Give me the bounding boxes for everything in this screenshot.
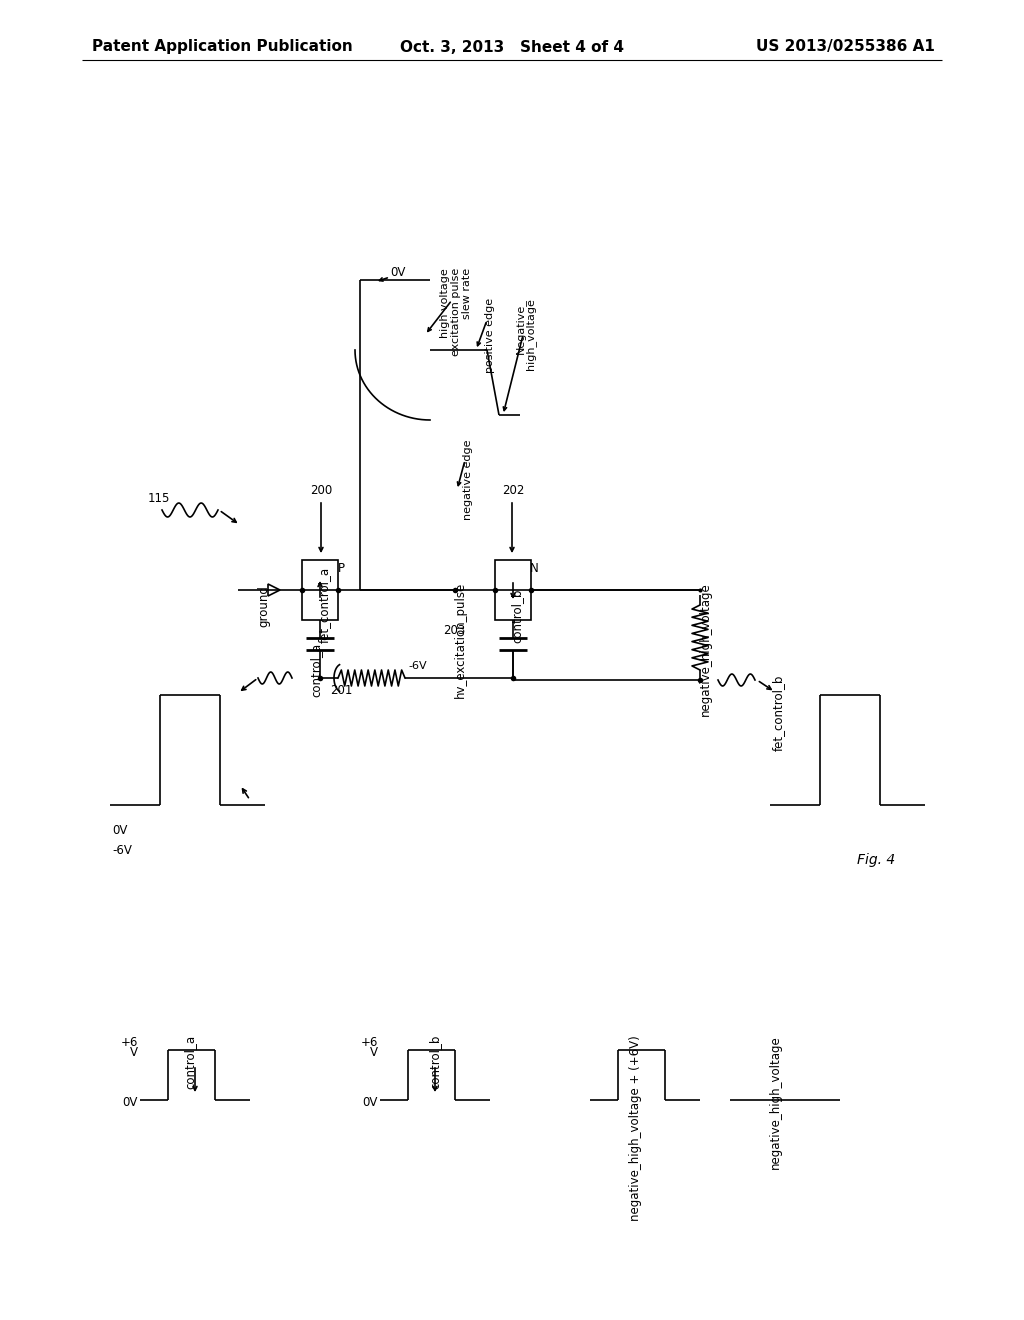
Text: control_b: control_b (428, 1035, 441, 1089)
Text: control_a: control_a (309, 643, 323, 697)
Text: V: V (370, 1047, 378, 1060)
Text: +6: +6 (360, 1035, 378, 1048)
Text: -6V: -6V (112, 843, 132, 857)
Text: negative_high_voltage + (+6V): negative_high_voltage + (+6V) (629, 1035, 641, 1221)
Text: V: V (130, 1047, 138, 1060)
Text: high_voltage: high_voltage (525, 298, 537, 370)
Text: 115: 115 (148, 491, 170, 504)
Text: positive edge: positive edge (485, 298, 495, 374)
Text: -6V: -6V (408, 661, 427, 671)
Text: 202: 202 (502, 483, 524, 496)
Text: control_a: control_a (183, 1035, 197, 1089)
Text: Fig. 4: Fig. 4 (857, 853, 895, 867)
Text: +6: +6 (121, 1035, 138, 1048)
Text: fet_control_a: fet_control_a (317, 566, 331, 643)
Bar (495, 560, 531, 620)
Text: high voltage: high voltage (440, 268, 450, 338)
Text: 0V: 0V (112, 824, 127, 837)
Text: negative_high_voltage: negative_high_voltage (768, 1035, 781, 1168)
Text: P: P (338, 561, 345, 574)
Text: 0V: 0V (123, 1096, 138, 1109)
Text: Patent Application Publication: Patent Application Publication (92, 40, 352, 54)
Text: 200: 200 (310, 483, 332, 496)
Text: slew rate: slew rate (462, 268, 472, 319)
Text: excitation pulse: excitation pulse (451, 268, 461, 356)
Text: negative edge: negative edge (463, 440, 473, 520)
Text: Negative_: Negative_ (514, 298, 525, 354)
Text: Oct. 3, 2013   Sheet 4 of 4: Oct. 3, 2013 Sheet 4 of 4 (400, 40, 624, 54)
Text: 201: 201 (330, 684, 352, 697)
Text: control_b: control_b (511, 589, 523, 643)
Text: 0V: 0V (390, 265, 406, 279)
Bar (302, 560, 338, 620)
Text: hv_excitation_pulse: hv_excitation_pulse (454, 582, 467, 698)
Text: US 2013/0255386 A1: US 2013/0255386 A1 (756, 40, 935, 54)
Text: 0V: 0V (362, 1096, 378, 1109)
Text: fet_control_b: fet_control_b (771, 675, 784, 751)
Text: ground: ground (257, 585, 270, 627)
Text: 203: 203 (443, 623, 465, 636)
Text: N: N (530, 561, 539, 574)
Text: negative_high_voltage: negative_high_voltage (698, 582, 712, 715)
